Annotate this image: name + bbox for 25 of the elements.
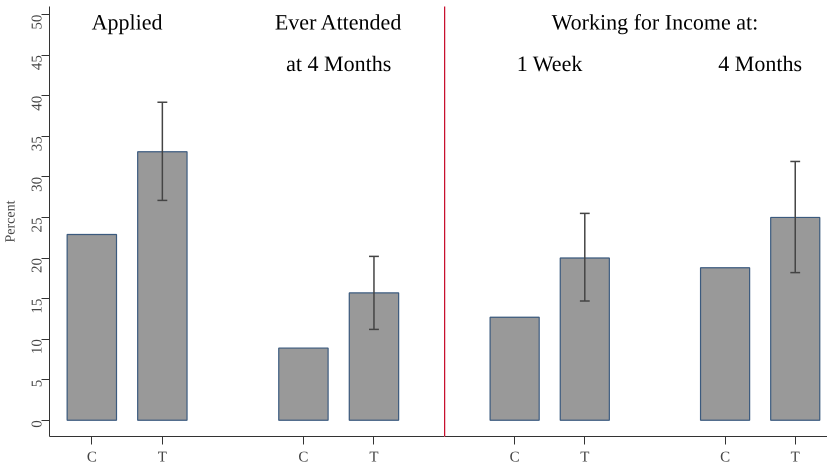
y-tick-label: 35 (30, 136, 46, 152)
y-tick-label: 25 (30, 217, 46, 232)
x-tick-label: T (790, 450, 800, 466)
y-tick-label: 50 (30, 14, 46, 30)
x-tick-label: T (369, 450, 379, 466)
y-tick-label: 20 (30, 258, 46, 274)
y-tick-label: 45 (30, 55, 46, 70)
x-tick-label: C (298, 450, 308, 466)
x-tick-label: C (510, 450, 520, 466)
y-axis-title: Percent (4, 200, 18, 242)
y-tick-label: 0 (30, 420, 46, 428)
annotation: Applied (92, 10, 163, 35)
x-tick-label: T (580, 450, 590, 466)
y-tick-label: 10 (30, 339, 46, 354)
annotation: 4 Months (718, 51, 802, 76)
annotation: Ever Attended at 4 Months (274, 10, 402, 76)
y-tick-label: 15 (30, 298, 46, 314)
x-tick-label: C (720, 450, 730, 466)
annotation: Working for Income at: (552, 10, 758, 35)
annotation: 1 Week (516, 51, 582, 76)
x-tick-label: T (158, 450, 167, 466)
y-tick-label: 40 (30, 96, 46, 111)
y-tick-label: 30 (30, 176, 46, 192)
y-tick-label: 5 (30, 380, 46, 388)
x-tick-label: C (86, 450, 97, 466)
